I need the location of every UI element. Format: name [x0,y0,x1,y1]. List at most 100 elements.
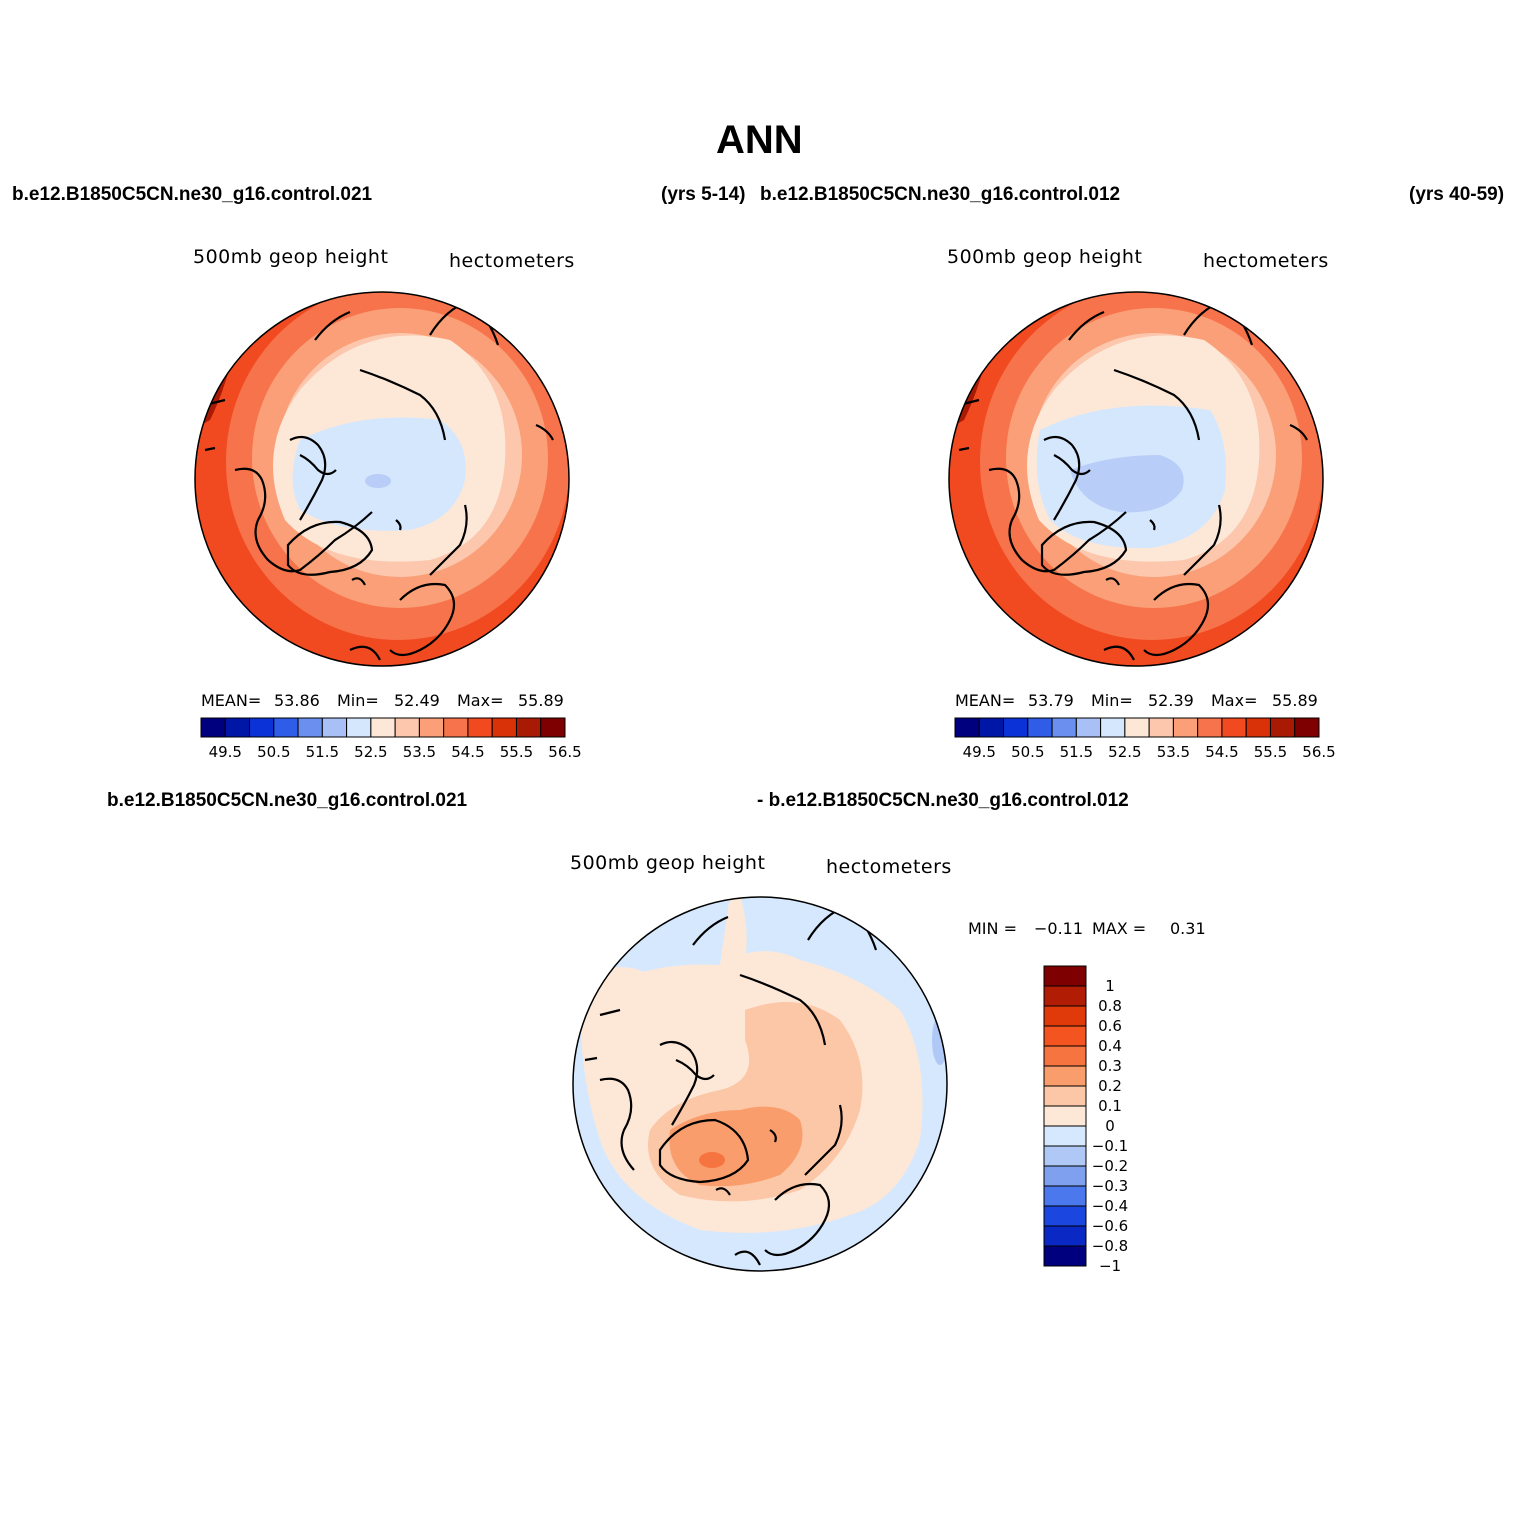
colorbar-panel2-swatch [1269,717,1296,738]
colorbar-panel2-tick-label: 53.5 [1157,743,1190,761]
colorbar-panel1-swatch [273,717,299,738]
colorbar-panel1-swatch [249,717,275,738]
panel3-max-value: 0.31 [1170,919,1206,938]
colorbar-panel3-tick-label: 0.1 [1098,1097,1122,1115]
colorbar-panel1-tick-label: 56.5 [548,743,581,761]
map-panel1-polar-field [194,291,570,667]
colorbar-panel3-swatch [1043,1085,1087,1107]
colorbar-panel1-swatch [394,717,420,738]
colorbar-panel3-tick-label: 0.2 [1098,1077,1122,1095]
map-panel3-difference-field [572,896,948,1272]
panel1-min-label: Min= [337,691,379,710]
colorbar-panel2-swatch [1051,717,1077,738]
panel2-max-label: Max= [1211,691,1258,710]
colorbar-panel3-swatch [1043,1125,1087,1147]
colorbar-panel2-swatch [1221,717,1247,738]
panel2-units: hectometers [1203,250,1329,272]
colorbar-panel3-tick-label: 0 [1105,1117,1115,1135]
colorbar-panel1-swatch [443,717,469,738]
panel1-units: hectometers [449,250,575,272]
colorbar-panel3-tick-label: 0.6 [1098,1017,1122,1035]
panel2-min-label: Min= [1091,691,1133,710]
colorbar-panel2-swatch [1075,717,1102,738]
panel1-mean-label: MEAN= [201,691,262,710]
colorbar-panel1-tick-label: 53.5 [403,743,436,761]
panel3-min-label: MIN = [968,919,1017,938]
colorbar-panel3-swatch [1043,1185,1087,1207]
colorbar-panel1-swatch [321,717,348,738]
case1-name: b.e12.B1850C5CN.ne30_g16.control.021 [12,184,373,205]
panel2-mean-label: MEAN= [955,691,1016,710]
colorbar-panel3-swatch [1043,1045,1087,1067]
panel1-max-value: 55.89 [518,691,564,710]
colorbar-panel3-tick-label: −1 [1099,1257,1121,1275]
colorbar-panel3-swatch [1043,1205,1087,1227]
case2-years: (yrs 40-59) [1409,184,1505,205]
colorbar-panel2-tick-label: 55.5 [1254,743,1287,761]
panel1-mean-value: 53.86 [274,691,320,710]
panel3-max-label: MAX = [1092,919,1147,938]
colorbar-panel3-tick-label: 0.4 [1098,1037,1122,1055]
colorbar-panel3-swatch [1043,1145,1087,1167]
colorbar-panel2-tick-label: 56.5 [1302,743,1335,761]
colorbar-panel2-tick-label: 54.5 [1205,743,1238,761]
colorbar-panel3-swatch [1043,985,1087,1007]
colorbar-panel2: 49.5 50.5 51.5 52.5 53.5 54.5 55.5 56.5 [954,717,1336,761]
colorbar-panel2-tick-label: 51.5 [1060,743,1093,761]
colorbar-panel1-tick-label: 52.5 [354,743,387,761]
colorbar-panel1-swatch [418,717,445,738]
colorbar-panel3-tick-label: −0.2 [1092,1157,1128,1175]
colorbar-panel3-tick-label: −0.4 [1092,1197,1128,1215]
colorbar-panel3-tick-label: −0.1 [1092,1137,1128,1155]
colorbar-panel3-tick-label: 1 [1105,977,1115,995]
panel2-mean-value: 53.79 [1028,691,1074,710]
colorbar-panel3-tick-label: 0.3 [1098,1057,1122,1075]
colorbar-panel2-swatch [1124,717,1150,738]
colorbar-panel1-swatch [346,717,372,738]
colorbar-panel3-swatch [1043,1105,1087,1127]
colorbar-panel2-tick-label: 52.5 [1108,743,1141,761]
panel2-max-value: 55.89 [1272,691,1318,710]
colorbar-panel2-tick-label: 50.5 [1011,743,1044,761]
colorbar-panel2-tick-label: 49.5 [963,743,996,761]
colorbar-panel2-swatch [1294,717,1320,738]
case2-name: b.e12.B1850C5CN.ne30_g16.control.012 [760,184,1121,205]
colorbar-panel2-swatch [1197,717,1223,738]
panel3-variable: 500mb geop height [570,852,766,874]
map-panel2-polar-field [948,291,1324,667]
case1-years: (yrs 5-14) [661,184,746,205]
colorbar-panel3-swatch [1043,965,1087,987]
colorbar-panel1-tick-label: 55.5 [500,743,533,761]
panel2-min-value: 52.39 [1148,691,1194,710]
panel1-variable: 500mb geop height [193,246,389,268]
colorbar-panel1-tick-label: 54.5 [451,743,484,761]
panel1-max-label: Max= [457,691,504,710]
colorbar-panel3-tick-label: 0.8 [1098,997,1122,1015]
colorbar-panel2-swatch [1148,717,1174,738]
colorbar-panel1-swatch [297,717,323,738]
colorbar-panel2-swatch [1003,717,1029,738]
colorbar-panel1-swatch [540,717,566,738]
figure-title: ANN [716,118,803,162]
colorbar-panel1-swatch [515,717,542,738]
colorbar-panel3-swatch [1043,1065,1087,1087]
colorbar-panel3-vertical: 1 0.8 0.6 0.4 0.3 0.2 0.1 0 −0.1 −0.2 −0.3 −0.4 −0.6… [1043,965,1128,1275]
panel3-min-value: −0.11 [1034,919,1084,938]
colorbar-panel2-swatch [1100,717,1126,738]
colorbar-panel1-swatch [370,717,396,738]
colorbar-panel2-swatch [954,717,980,738]
colorbar-panel3-tick-label: −0.6 [1092,1217,1128,1235]
colorbar-panel1-swatch [224,717,251,738]
diff-case1-name: b.e12.B1850C5CN.ne30_g16.control.021 [107,790,468,811]
colorbar-panel3-tick-label: −0.8 [1092,1237,1128,1255]
colorbar-panel3-swatch [1043,1165,1087,1187]
colorbar-panel3-swatch [1043,1225,1087,1247]
colorbar-panel2-swatch [1172,717,1199,738]
colorbar-panel1-tick-label: 51.5 [306,743,339,761]
colorbar-panel1: 49.5 50.5 51.5 52.5 53.5 54.5 55.5 56.5 [200,717,582,761]
colorbar-panel1-swatch [200,717,226,738]
colorbar-panel2-swatch [1027,717,1053,738]
colorbar-panel1-tick-label: 50.5 [257,743,290,761]
